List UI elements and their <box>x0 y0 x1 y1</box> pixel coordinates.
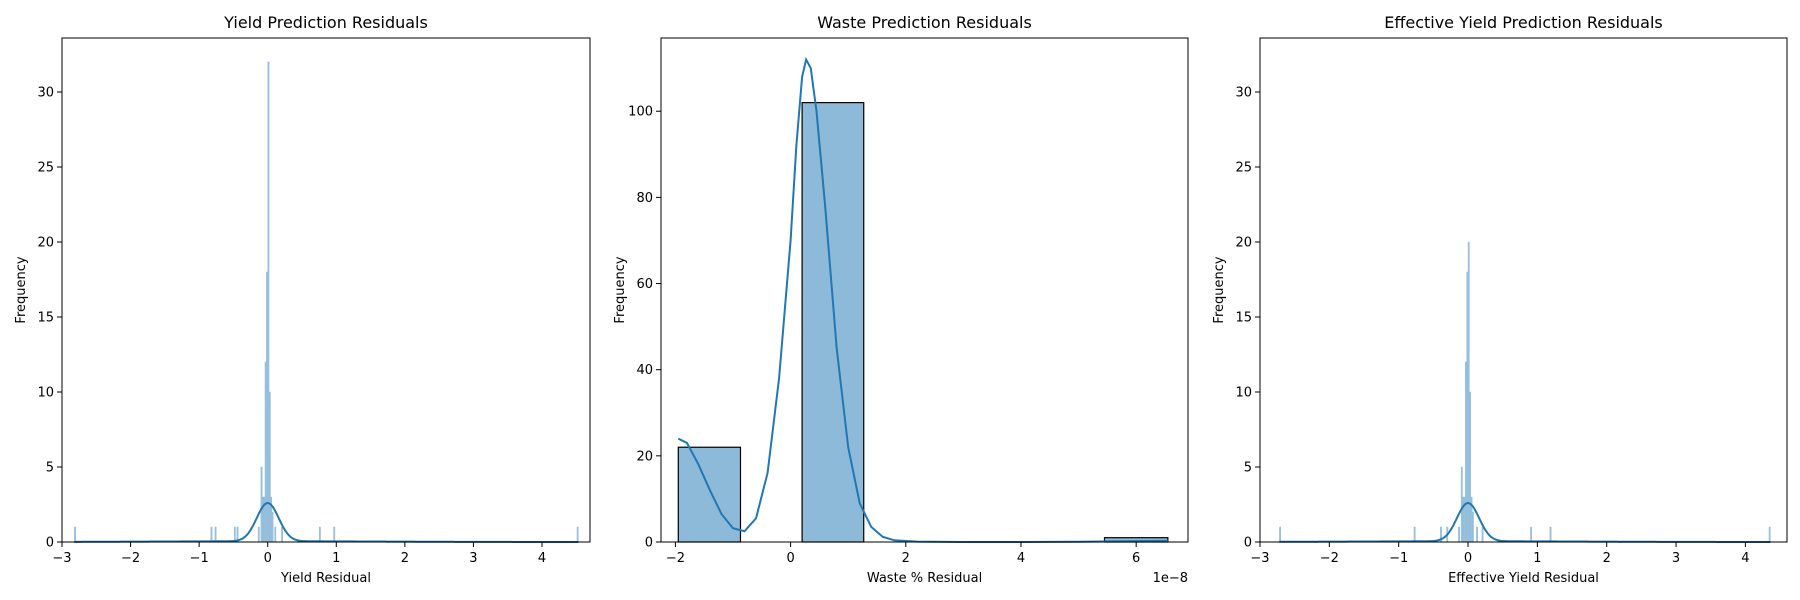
y-tick-label: 5 <box>1244 461 1252 476</box>
histogram-bar <box>233 526 236 543</box>
x-axis-label: Waste % Residual <box>867 571 982 586</box>
y-tick-label: 15 <box>37 311 54 326</box>
histogram-bar <box>1471 511 1474 543</box>
histogram-bar <box>1549 526 1552 543</box>
x-tick-label: 4 <box>1017 551 1025 566</box>
x-tick-label: −3 <box>1250 551 1269 566</box>
y-tick-label: 30 <box>1235 86 1252 101</box>
histogram-bar <box>262 496 264 543</box>
x-tick-label: 2 <box>401 551 409 566</box>
histogram-bar <box>576 526 579 543</box>
x-tick-label: 4 <box>1741 551 1749 566</box>
histogram-bar <box>1467 241 1470 543</box>
x-tick-label: −1 <box>190 551 209 566</box>
x-tick-label: 2 <box>1603 551 1611 566</box>
y-tick-label: 25 <box>37 161 54 176</box>
y-tick-label: 30 <box>37 86 54 101</box>
x-tick-label: −2 <box>121 551 140 566</box>
histogram-bar <box>1476 526 1478 543</box>
y-tick-label: 20 <box>1235 236 1252 251</box>
y-axis-label: Frequency <box>1212 256 1227 323</box>
histogram-bar <box>1279 526 1282 543</box>
histogram-bar <box>271 511 274 543</box>
x-tick-label: −2 <box>1320 551 1339 566</box>
x-tick-label: 3 <box>1672 551 1680 566</box>
x-axis-label: Yield Residual <box>280 571 371 586</box>
histogram-bar <box>264 361 267 543</box>
y-tick-label: 20 <box>37 236 54 251</box>
plot-frame <box>660 37 1189 543</box>
histogram-bar <box>1466 271 1469 543</box>
y-tick-label: 0 <box>645 536 653 551</box>
x-tick-label: 0 <box>786 551 794 566</box>
histogram-bar <box>1469 391 1472 543</box>
y-tick-label: 40 <box>636 363 653 378</box>
y-tick-label: 10 <box>1235 386 1252 401</box>
histogram-bar <box>318 526 321 543</box>
histogram-bar <box>1465 361 1467 543</box>
histogram-bar <box>333 526 336 543</box>
histogram-bar <box>266 271 268 543</box>
histogram-bar <box>260 466 263 543</box>
y-tick-label: 80 <box>636 191 653 206</box>
histogram-bar <box>210 526 213 543</box>
y-tick-label: 20 <box>636 449 653 464</box>
x-tick-label: −2 <box>666 551 685 566</box>
x-tick-label: 3 <box>469 551 477 566</box>
panel-yield-residuals: −3 −2 −1 0 1 2 3 4 0 5 10 15 20 25 30 Yield Prediction … <box>14 13 591 586</box>
histogram-bar <box>281 526 283 543</box>
histogram-bar <box>1768 526 1771 543</box>
x-tick-label: 0 <box>264 551 272 566</box>
plot-frame <box>1259 37 1788 543</box>
y-axis-label: Frequency <box>613 256 628 323</box>
x-tick-label: 4 <box>538 551 546 566</box>
histogram-bar <box>74 526 76 543</box>
y-tick-label: 60 <box>636 277 653 292</box>
histogram-bar <box>1460 466 1463 543</box>
histogram-bar <box>1530 526 1533 543</box>
y-tick-label: 5 <box>46 461 54 476</box>
y-tick-label: 0 <box>46 536 54 551</box>
chart-title: Waste Prediction Residuals <box>817 13 1032 32</box>
histogram-bar <box>1462 496 1465 543</box>
y-tick-label: 100 <box>628 105 653 120</box>
plot-frame <box>61 37 591 543</box>
y-tick-label: 10 <box>37 386 54 401</box>
histogram-bar <box>257 526 260 543</box>
y-tick-label: 0 <box>1244 536 1252 551</box>
chart-title: Effective Yield Prediction Residuals <box>1384 13 1663 32</box>
histogram-bar <box>1458 526 1460 543</box>
histogram-bar <box>274 526 277 543</box>
chart-title: Yield Prediction Residuals <box>223 13 428 32</box>
histogram-bar <box>267 61 270 543</box>
x-tick-label: −1 <box>1389 551 1408 566</box>
histogram-bar <box>1413 526 1416 543</box>
x-tick-label: −3 <box>52 551 71 566</box>
x-tick-label: 1 <box>332 551 340 566</box>
y-tick-label: 25 <box>1235 161 1252 176</box>
x-tick-label: 1 <box>1533 551 1541 566</box>
histogram-bar <box>677 446 742 543</box>
histogram-bar <box>214 526 217 543</box>
x-offset-text: 1e−8 <box>1153 571 1188 586</box>
x-tick-label: 0 <box>1464 551 1472 566</box>
histogram-bar <box>1481 526 1484 543</box>
histogram-bar <box>268 391 271 543</box>
panel-effective-yield-residuals: −3 −2 −1 0 1 2 3 4 0 5 10 15 20 25 30 Effective Yield P… <box>1212 13 1788 586</box>
x-axis-label: Effective Yield Residual <box>1448 571 1599 586</box>
x-tick-label: 2 <box>902 551 910 566</box>
x-tick-label: 6 <box>1132 551 1140 566</box>
y-axis-label: Frequency <box>14 256 29 323</box>
y-tick-label: 15 <box>1235 311 1252 326</box>
